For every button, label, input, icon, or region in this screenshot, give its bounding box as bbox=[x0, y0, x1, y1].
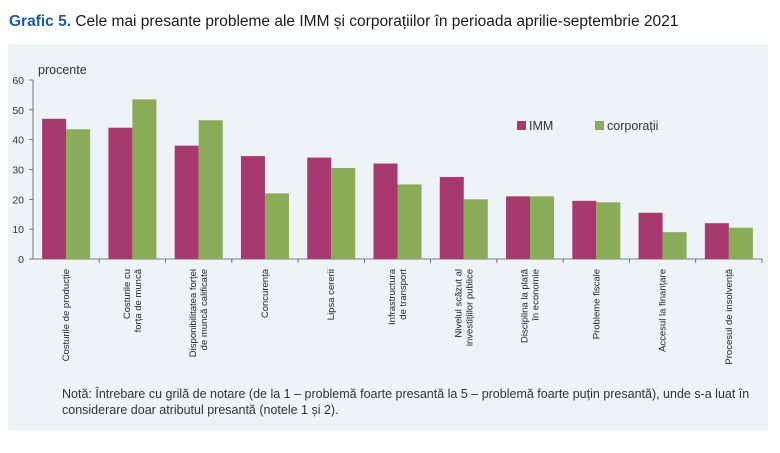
bar-corporatii bbox=[198, 120, 223, 260]
legend-label: IMM bbox=[529, 119, 553, 133]
bar-imm bbox=[240, 156, 265, 259]
x-tick-label: Disciplina la plată în economie bbox=[520, 268, 542, 343]
bar-corporatii bbox=[530, 196, 555, 259]
legend-swatch bbox=[517, 121, 526, 130]
chart-note: Notă: Întrebare cu grilă de notare (de l… bbox=[62, 387, 750, 417]
bar-corporatii bbox=[264, 193, 289, 259]
y-tick-label: 30 bbox=[12, 165, 24, 177]
x-tick-label-line: Disponibilitatea forței bbox=[188, 269, 199, 357]
y-tick-label: 0 bbox=[18, 254, 24, 266]
bar-corporatii bbox=[331, 168, 356, 259]
x-tick-label-line: Disciplina la plată bbox=[520, 268, 531, 343]
x-tick-label-line: Procesul de insolvență bbox=[724, 268, 735, 364]
bar-imm bbox=[439, 176, 464, 259]
chart-number: Grafic 5. bbox=[9, 13, 72, 30]
bar-imm bbox=[373, 163, 398, 259]
bar-corporatii bbox=[662, 232, 687, 259]
x-tick-label: Costurile de producție bbox=[61, 269, 72, 361]
x-tick-label-line: Costurile cu bbox=[122, 269, 133, 319]
y-tick-label: 10 bbox=[12, 224, 24, 236]
x-tick-label-line: Accesul la finanțare bbox=[658, 269, 669, 352]
bar-imm bbox=[638, 212, 663, 259]
y-tick-label: 20 bbox=[12, 194, 24, 206]
x-tick-label: Disponibilitatea forței de muncă califica… bbox=[188, 269, 210, 357]
y-tick-label: 40 bbox=[12, 135, 24, 147]
x-tick-label-line: Lipsa cererii bbox=[326, 269, 337, 320]
x-tick-label-line: de transport bbox=[398, 269, 409, 320]
legend-swatch bbox=[595, 121, 604, 130]
x-tick-label: Costurile cu forța de muncă bbox=[122, 268, 144, 332]
bar-imm bbox=[108, 127, 133, 259]
bar-corporatii bbox=[596, 202, 621, 259]
chart-title: Grafic 5. Cele mai presante probleme ale… bbox=[9, 13, 678, 31]
x-tick-label-line: Infrastructura bbox=[387, 268, 398, 325]
bar-imm bbox=[704, 223, 729, 259]
x-tick-label-line: Concurența bbox=[260, 268, 271, 318]
bar-corporatii bbox=[463, 199, 488, 259]
x-tick-label-line: forța de muncă bbox=[133, 268, 144, 332]
chart-title-text: Cele mai presante probleme ale IMM și co… bbox=[75, 13, 679, 30]
x-tick-label-line: Costurile de producție bbox=[61, 269, 72, 361]
x-tick-label: Lipsa cererii bbox=[326, 269, 337, 320]
x-tick-label: Probleme fiscale bbox=[591, 269, 602, 339]
x-tick-label: Accesul la finanțare bbox=[658, 269, 669, 352]
x-tick-label: Procesul de insolvență bbox=[724, 268, 735, 364]
bar-corporatii bbox=[728, 227, 753, 259]
x-tick-label-line: Nivelul scăzut al bbox=[453, 269, 464, 338]
x-tick-label-line: Probleme fiscale bbox=[591, 269, 602, 339]
x-tick-label-line: de muncă calificate bbox=[199, 269, 210, 350]
x-tick-label-line: investițiilor publice bbox=[464, 269, 475, 346]
bar-imm bbox=[572, 200, 597, 259]
x-tick-label-line: în economie bbox=[531, 269, 542, 322]
y-tick-label: 60 bbox=[12, 75, 24, 87]
bar-imm bbox=[174, 145, 199, 259]
y-axis-label: procente bbox=[38, 63, 87, 77]
bar-corporatii bbox=[132, 99, 157, 260]
bar-imm bbox=[506, 196, 531, 259]
x-tick-label: Concurența bbox=[260, 268, 271, 318]
bar-corporatii bbox=[66, 129, 91, 259]
x-tick-label: Nivelul scăzut al investițiilor publice bbox=[453, 269, 475, 346]
y-tick-label: 50 bbox=[12, 105, 24, 117]
bar-imm bbox=[42, 118, 67, 260]
legend-label: corporații bbox=[607, 119, 658, 133]
bar-imm bbox=[307, 157, 332, 259]
bar-corporatii bbox=[397, 184, 422, 259]
x-tick-label: Infrastructura de transport bbox=[387, 268, 409, 325]
